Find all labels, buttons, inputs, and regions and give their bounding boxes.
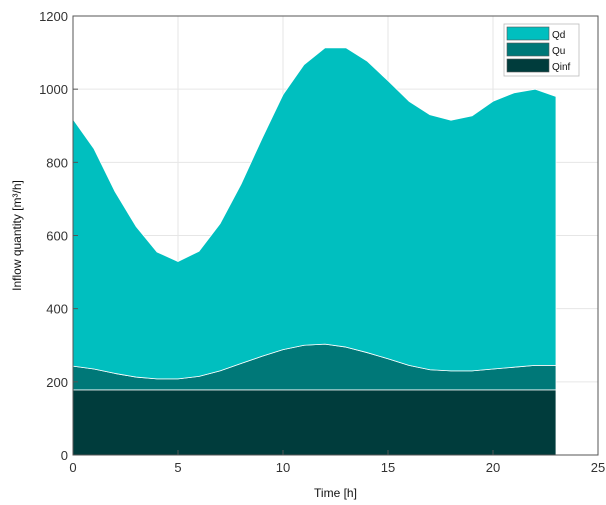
legend-swatch-qinf xyxy=(506,58,550,73)
y-tick-label: 200 xyxy=(46,375,68,390)
x-axis-label: Time [h] xyxy=(314,486,357,500)
area-qinf xyxy=(72,389,557,456)
x-tick-label: 10 xyxy=(276,460,290,475)
x-tick-label: 20 xyxy=(486,460,500,475)
x-axis: 0 5 10 15 20 25 xyxy=(69,450,605,475)
y-tick-label: 800 xyxy=(46,155,68,170)
x-tick-label: 15 xyxy=(381,460,395,475)
y-tick-label: 1000 xyxy=(39,82,68,97)
legend-label-qu: Qu xyxy=(552,46,565,57)
y-tick-label: 400 xyxy=(46,302,68,317)
y-axis-label: Inflow quantity [m³/h] xyxy=(10,180,24,291)
x-tick-label: 0 xyxy=(69,460,76,475)
area-qd xyxy=(72,47,557,380)
y-tick-label: 600 xyxy=(46,229,68,244)
y-tick-label: 1200 xyxy=(39,9,68,24)
legend-swatch-qu xyxy=(506,42,550,57)
legend-label-qd: Qd xyxy=(552,30,565,41)
legend: Qd Qu Qinf xyxy=(503,23,580,77)
x-tick-label: 5 xyxy=(174,460,181,475)
x-tick-label: 25 xyxy=(591,460,605,475)
y-tick-label: 0 xyxy=(61,448,68,463)
plot-areas xyxy=(72,47,557,456)
legend-label-qinf: Qinf xyxy=(552,62,571,73)
legend-swatch-qd xyxy=(506,26,550,41)
y-axis: 0 200 400 600 800 1000 1200 xyxy=(39,9,78,463)
